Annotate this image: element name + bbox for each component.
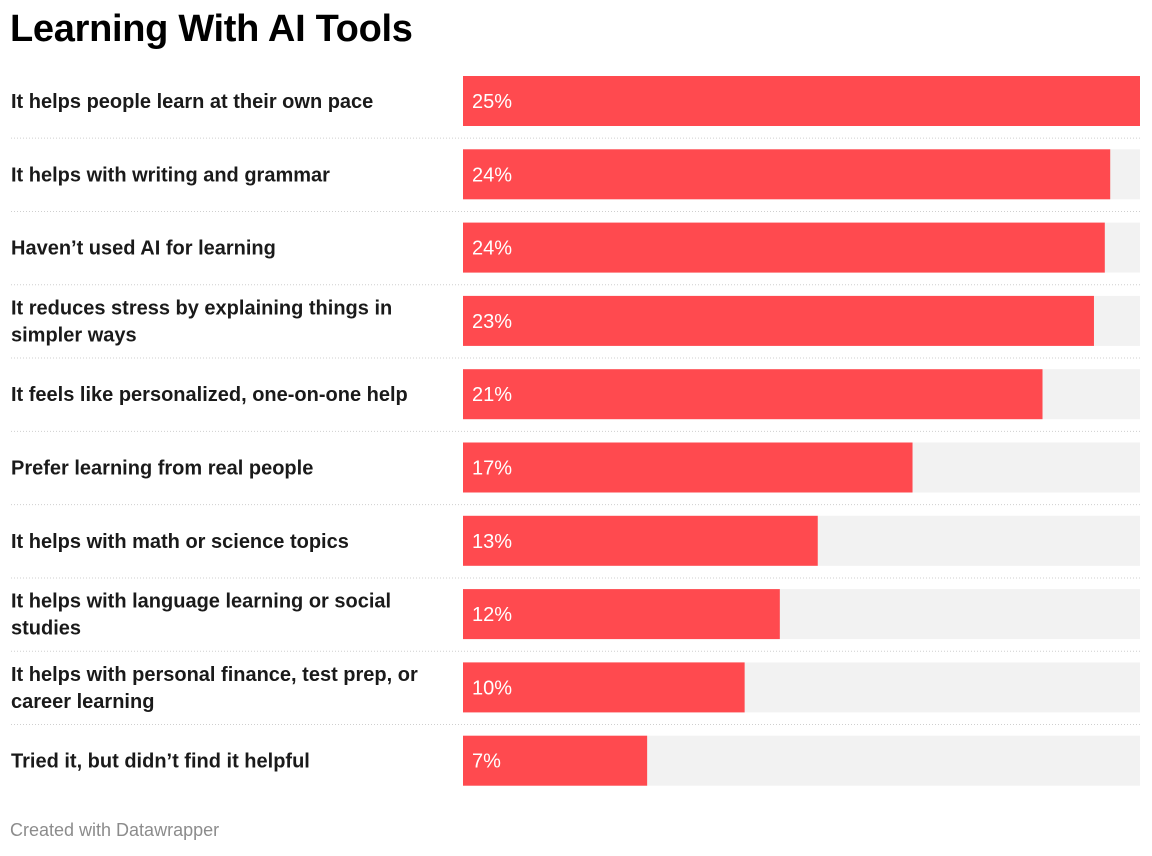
bar	[463, 735, 648, 786]
bar	[463, 515, 818, 566]
value-label: 12%	[472, 604, 512, 626]
bar	[463, 295, 1094, 346]
chart-title: Learning With AI Tools	[10, 8, 413, 50]
bar	[463, 442, 913, 493]
category-label: Haven’t used AI for learning	[11, 238, 276, 260]
category-label: It helps with language learning or socia…	[11, 591, 391, 640]
bar	[463, 222, 1105, 273]
value-label: 25%	[472, 91, 512, 113]
value-label: 23%	[472, 311, 512, 333]
category-label: It helps people learn at their own pace	[11, 91, 373, 113]
bar	[463, 589, 780, 640]
category-label: It helps with personal finance, test pre…	[11, 664, 418, 713]
category-label: Prefer learning from real people	[11, 458, 313, 480]
value-label: 7%	[472, 751, 501, 773]
footer-credit: Created with Datawrapper	[10, 820, 220, 840]
category-label: Tried it, but didn’t find it helpful	[11, 751, 310, 773]
category-label: It feels like personalized, one-on-one h…	[11, 384, 408, 406]
bar	[463, 76, 1140, 126]
value-label: 10%	[472, 677, 512, 699]
value-label: 17%	[472, 458, 512, 480]
value-label: 21%	[472, 384, 512, 406]
category-label: It reduces stress by explaining things i…	[11, 297, 392, 346]
value-label: 24%	[472, 238, 512, 260]
value-label: 13%	[472, 531, 512, 553]
bar	[463, 369, 1043, 420]
category-label: It helps with math or science topics	[11, 531, 349, 553]
bar	[463, 662, 745, 713]
value-label: 24%	[472, 164, 512, 186]
category-label: It helps with writing and grammar	[11, 164, 330, 186]
bar	[463, 149, 1111, 200]
